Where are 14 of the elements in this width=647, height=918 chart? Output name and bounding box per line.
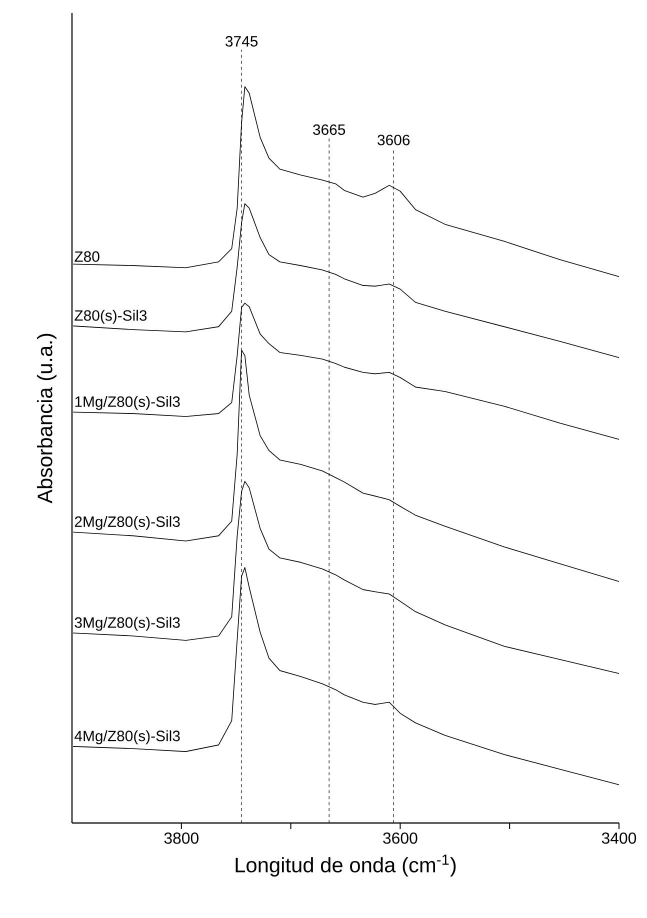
x-tick-label: 3800: [164, 832, 198, 844]
series-label: 1Mg/Z80(s)-Sil3: [75, 396, 180, 410]
y-axis-title: Absorbancia (u.a.): [36, 334, 56, 504]
x-axis-title: Longitud de onda (cm$^{-1}$): [236, 854, 456, 877]
series-label: 3Mg/Z80(s)-Sil3: [74, 616, 180, 631]
series-label: 4Mg/Z80(s)-Sil3: [74, 730, 180, 744]
series-label: 2Mg/Z80(s)-Sil3: [74, 516, 180, 530]
ref-line-label: 3665: [313, 124, 346, 135]
ref-line-label: 3606: [378, 134, 410, 146]
series-label: Z80(s)-Sil3: [74, 310, 147, 324]
series-label: Z80: [74, 251, 100, 262]
x-tick-label: 3600: [383, 832, 418, 844]
x-tick-label: 3400: [602, 832, 636, 844]
ref-line-label: 3745: [226, 36, 258, 47]
